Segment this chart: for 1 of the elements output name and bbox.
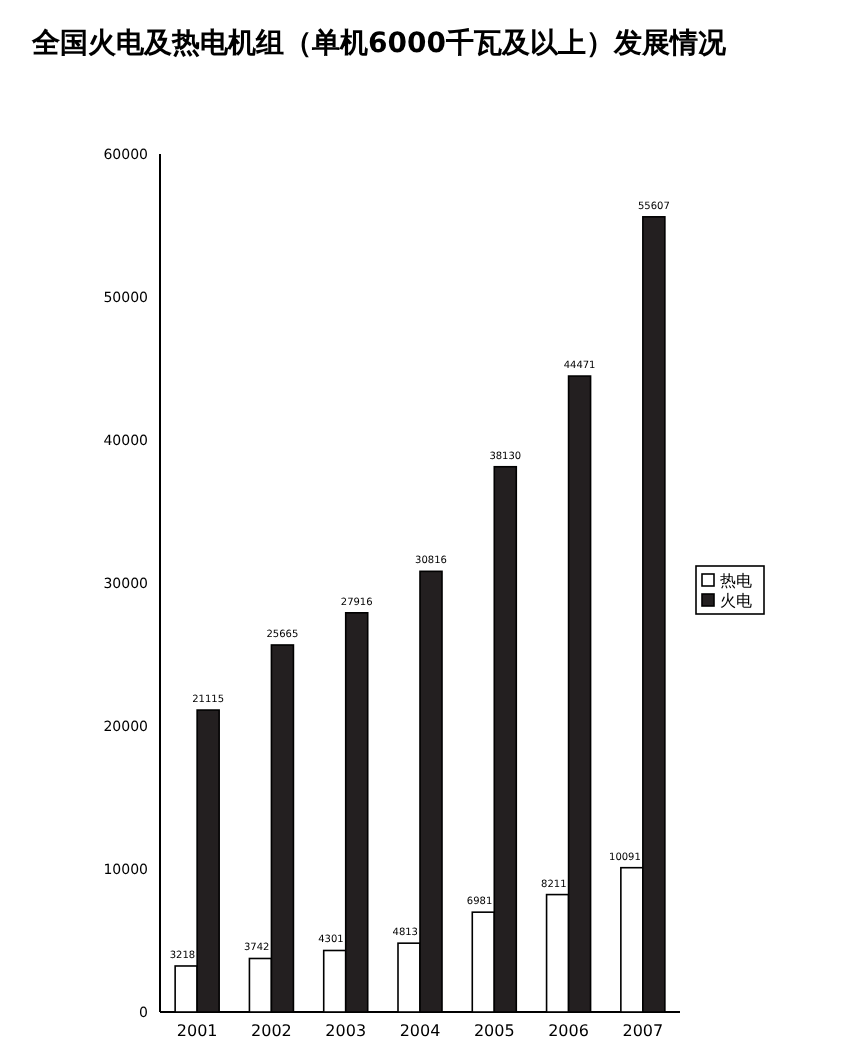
title: 全国火电及热电机组（单机6000千瓦及以上）发展情况 (32, 28, 726, 60)
